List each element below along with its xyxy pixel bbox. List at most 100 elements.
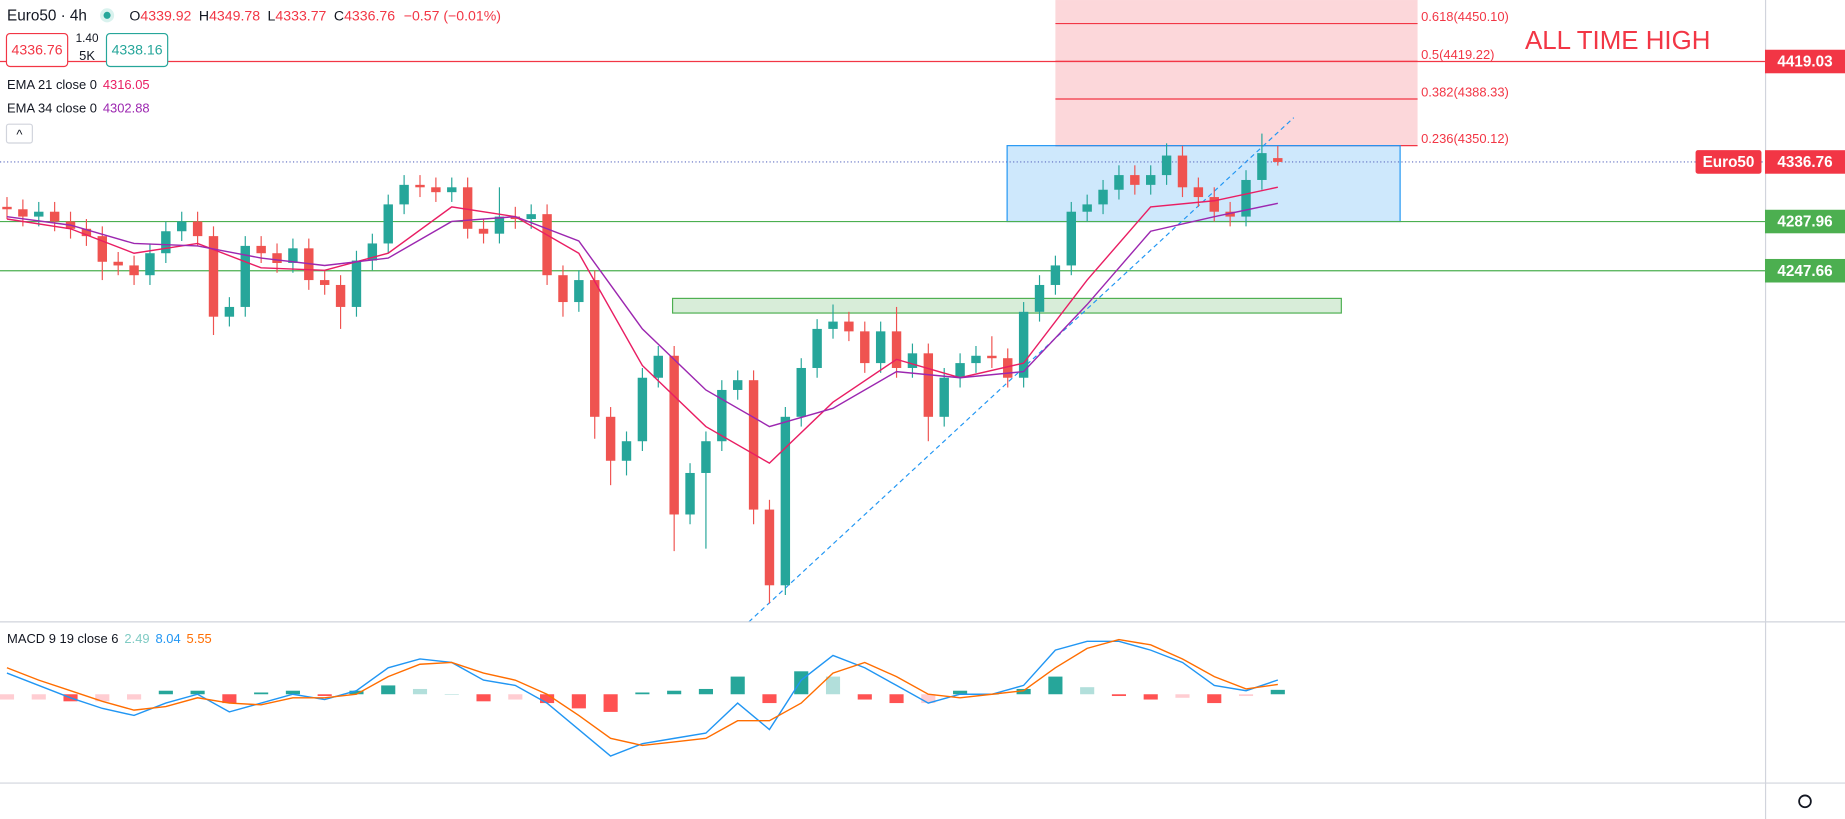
price-tags: 4419.03 4287.96 4247.66 Euro50 4336.76 — [1695, 49, 1845, 283]
fib-label: 0.382(4388.33) — [1421, 85, 1509, 100]
candle-body — [1003, 358, 1013, 378]
candle-body — [1273, 158, 1283, 162]
histogram-bar — [953, 690, 968, 695]
candle-body — [1225, 211, 1235, 217]
ema-line — [6, 186, 1278, 465]
histogram-bar — [222, 694, 237, 704]
candle-body — [478, 228, 489, 234]
histogram-bar — [1080, 687, 1095, 695]
histogram-bar — [254, 692, 269, 695]
ohlc-label: L — [268, 7, 276, 23]
histogram-bar — [95, 694, 110, 702]
candle-body — [447, 187, 457, 193]
histogram-bar — [1016, 688, 1031, 695]
candle-body — [653, 355, 663, 378]
ema-line — [6, 202, 1278, 428]
size[interactable]: 5K — [79, 48, 95, 63]
histogram-bar — [317, 694, 332, 697]
candle-body — [161, 231, 171, 254]
level-tag-bg — [1764, 49, 1845, 74]
candle-body — [1114, 175, 1124, 190]
candle-body — [1241, 179, 1251, 217]
indicator-value: 4302.88 — [103, 101, 150, 116]
indicator-value: 5.55 — [187, 632, 212, 647]
candle-body — [1018, 311, 1029, 378]
buy-button[interactable] — [105, 32, 169, 68]
symbol: Euro50 · 4h — [7, 8, 87, 25]
histogram-bar — [0, 694, 15, 700]
candle-body — [574, 280, 584, 303]
histogram-bar — [889, 694, 904, 704]
candle-body — [1193, 187, 1204, 198]
candle-body — [526, 214, 536, 220]
histogram-bar — [285, 690, 300, 695]
histogram-bar — [1238, 694, 1254, 697]
candle-body — [764, 509, 775, 586]
candle-body — [494, 216, 505, 234]
ohlc-label: O — [129, 7, 140, 23]
histogram-bar — [158, 690, 173, 695]
candle-body — [113, 261, 123, 266]
ohlc-label: C — [334, 7, 344, 23]
histogram-bar — [698, 688, 713, 695]
candle-body — [34, 211, 44, 217]
histogram-bar — [1111, 694, 1127, 697]
price-tag-bg — [1764, 150, 1845, 174]
histogram-bar — [857, 694, 872, 700]
histogram-bar — [571, 694, 586, 709]
collapse-button[interactable] — [5, 123, 33, 144]
candle-body — [1066, 211, 1076, 266]
indicator-name: EMA 21 close 0 — [7, 77, 97, 92]
candle-body — [1098, 189, 1108, 205]
histogram-bar — [730, 676, 745, 695]
indicator-name: MACD 9 19 close 6 — [7, 632, 118, 647]
sell-button[interactable] — [5, 32, 69, 68]
zone — [1006, 145, 1401, 223]
histogram-bar — [1143, 694, 1158, 700]
settings-button[interactable] — [1798, 794, 1812, 809]
candle-body — [351, 260, 362, 307]
candle-body — [240, 245, 250, 307]
candle-body — [383, 204, 393, 244]
candle-body — [415, 184, 425, 188]
candle-body — [621, 441, 632, 461]
candle-body — [605, 416, 616, 461]
candle-body — [875, 331, 886, 364]
candle-body — [256, 245, 266, 254]
candle-body — [288, 248, 298, 263]
candle-body — [987, 355, 997, 359]
candle-body — [431, 187, 441, 193]
histogram-bar — [381, 685, 396, 695]
candle-body — [1177, 155, 1188, 188]
plot — [0, 133, 1285, 757]
sell-price[interactable]: 4336.76 — [12, 41, 63, 57]
candle-body — [796, 367, 806, 417]
candle-body — [145, 253, 155, 276]
histogram-bar — [1207, 694, 1222, 704]
candle-body — [399, 184, 409, 205]
header: Euro50 · 4h O4339.92 H4349.78 L4333.77 C… — [5, 7, 501, 647]
candle-body — [208, 236, 219, 317]
annotation: ALL TIME HIGH — [1525, 27, 1710, 55]
histogram-bar — [921, 694, 936, 704]
symbol-tag: Euro50 — [1703, 154, 1755, 171]
candle-body — [828, 321, 838, 329]
candle-body — [717, 389, 727, 442]
ohlc-value: 4336.76 — [344, 7, 395, 23]
buy-price[interactable]: 4338.16 — [112, 41, 163, 57]
candle-body — [177, 221, 187, 232]
histogram-bar — [762, 694, 777, 704]
zone — [671, 297, 1342, 314]
candle-body — [558, 275, 568, 303]
histogram-bar — [31, 694, 46, 700]
collapse-icon[interactable]: ^ — [16, 127, 22, 142]
candle-body — [1082, 204, 1092, 212]
candle-body — [812, 328, 822, 368]
settings-icon[interactable] — [1798, 794, 1812, 809]
candle-body — [907, 353, 918, 368]
macd-line — [6, 638, 1278, 747]
price-tag: 4336.76 — [1777, 154, 1832, 171]
ohlc: O4339.92 H4349.78 L4333.77 C4336.76 −0.5… — [129, 7, 501, 23]
candle-body — [955, 363, 965, 378]
